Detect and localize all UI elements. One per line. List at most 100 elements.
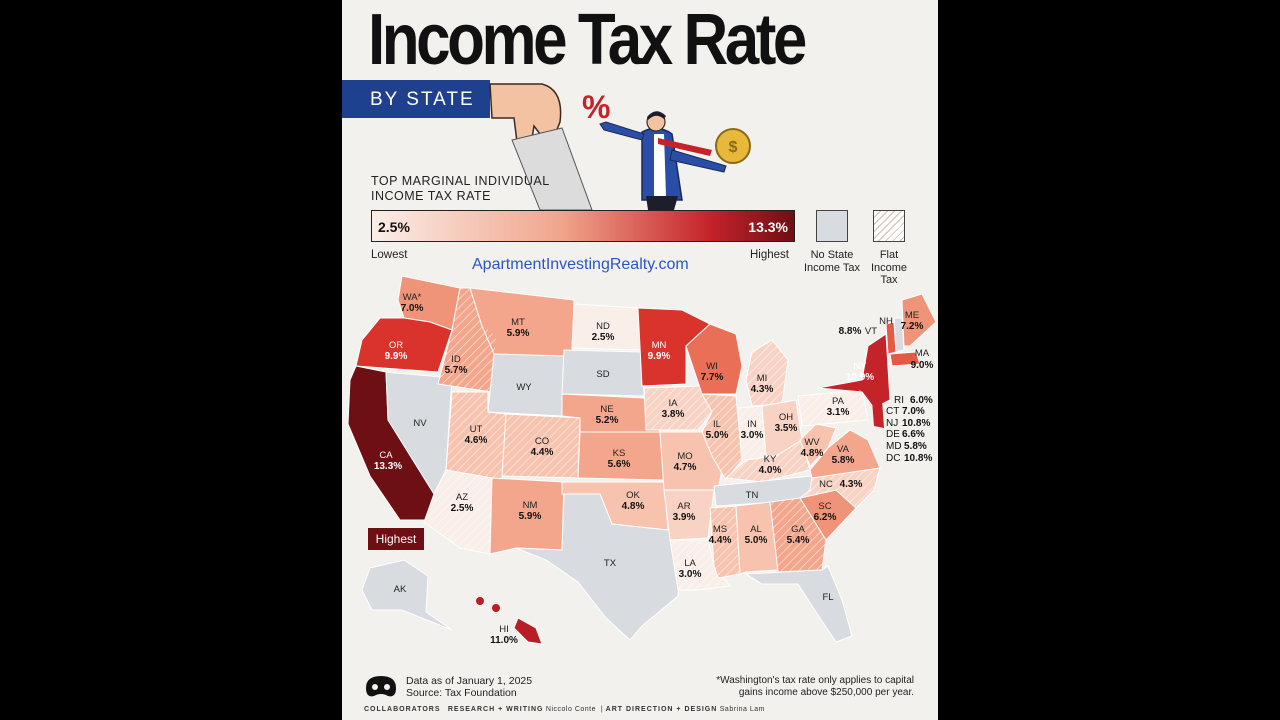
label-oh-rate: 3.5% bbox=[775, 423, 798, 434]
scale-max-label: Highest bbox=[750, 249, 789, 261]
state-fl bbox=[744, 565, 853, 643]
state-tx bbox=[515, 493, 683, 641]
state-ar bbox=[663, 489, 715, 541]
label-or-abbr: OR bbox=[389, 340, 403, 351]
label-ky-abbr: KY bbox=[764, 454, 777, 465]
infographic-card: Income Tax Rate BY STATE % $ TOP MARGINA… bbox=[342, 0, 938, 720]
label-sd-abbr: SD bbox=[596, 369, 609, 380]
footnote: *Washington's tax rate only applies to c… bbox=[702, 675, 914, 699]
label-nm-abbr: NM bbox=[523, 500, 538, 511]
hatch-la bbox=[670, 540, 730, 590]
footnote-line1: *Washington's tax rate only applies to c… bbox=[716, 675, 914, 686]
label-wi-abbr: WI bbox=[706, 361, 718, 372]
label-ia-abbr: IA bbox=[669, 398, 679, 409]
label-nd-abbr: ND bbox=[596, 321, 610, 332]
label-ca-abbr: CA bbox=[379, 450, 393, 461]
label-al-rate: 5.0% bbox=[745, 535, 768, 546]
us-map: WA* 7.0% OR 9.9% CA 13.3% NV ID 5.7% MT … bbox=[347, 275, 937, 646]
hatch-in bbox=[738, 406, 766, 464]
label-nd-rate: 2.5% bbox=[592, 332, 615, 343]
label-va-abbr: VA bbox=[837, 444, 850, 455]
label-ms-abbr: MS bbox=[713, 524, 727, 535]
label-ok-abbr: OK bbox=[626, 490, 640, 501]
ne-item-rate: 6.6% bbox=[902, 429, 925, 440]
label-ny-abbr: NY bbox=[853, 361, 867, 372]
ne-item-rate: 5.8% bbox=[904, 441, 927, 452]
header-illustration: % $ bbox=[489, 83, 751, 211]
label-ok-rate: 4.8% bbox=[622, 501, 645, 512]
label-mo-rate: 4.7% bbox=[674, 462, 697, 473]
state-me bbox=[901, 293, 937, 347]
hatch-nc bbox=[800, 468, 880, 508]
label-nv-abbr: NV bbox=[413, 418, 427, 429]
hatch-az bbox=[424, 470, 492, 554]
ne-item-abbr: RI bbox=[894, 395, 904, 406]
label-ks-rate: 5.6% bbox=[608, 459, 631, 470]
label-mi-rate: 4.3% bbox=[751, 384, 774, 395]
label-mi-abbr: MI bbox=[757, 373, 768, 384]
label-tx-abbr: TX bbox=[604, 558, 617, 569]
label-ia-rate: 3.8% bbox=[662, 409, 685, 420]
label-ma-rate: 9.0% bbox=[911, 360, 934, 371]
northeast-list: RI 6.0% CT 7.0% NJ 10.8% DE 6.6% MD 5.8%… bbox=[886, 395, 933, 464]
label-in-abbr: IN bbox=[747, 419, 757, 430]
label-ne-rate: 5.2% bbox=[596, 415, 619, 426]
state-ny bbox=[817, 333, 891, 409]
hatch-ms bbox=[710, 506, 740, 578]
coin-icon: $ bbox=[715, 128, 751, 164]
percent-icon: % bbox=[582, 89, 610, 125]
hatch-mi bbox=[746, 340, 788, 406]
credits-line: COLLABORATORS RESEARCH + WRITING Niccolo… bbox=[364, 706, 765, 713]
hatch-ga bbox=[770, 498, 826, 572]
label-sc-rate: 6.2% bbox=[814, 512, 837, 523]
legend-heading: TOP MARGINAL INDIVIDUAL INCOME TAX RATE bbox=[371, 174, 550, 204]
label-az-abbr: AZ bbox=[456, 492, 468, 503]
subtitle: BY STATE bbox=[370, 89, 475, 110]
highest-tag-box bbox=[368, 528, 424, 550]
hatch-id bbox=[438, 288, 496, 392]
label-il-rate: 5.0% bbox=[706, 430, 729, 441]
hatch-ky bbox=[726, 440, 810, 482]
label-ma-abbr: MA bbox=[915, 348, 930, 359]
label-nh-abbr: NH bbox=[879, 316, 893, 327]
label-ut-rate: 4.6% bbox=[465, 435, 488, 446]
label-wv-abbr: WV bbox=[804, 437, 820, 448]
offshore-states bbox=[361, 559, 543, 645]
label-wa-abbr: WA* bbox=[403, 292, 422, 303]
state-mo bbox=[659, 431, 723, 491]
label-ar-abbr: AR bbox=[677, 501, 690, 512]
flat-tax-label-line2: Income bbox=[870, 261, 908, 274]
label-va-rate: 5.8% bbox=[832, 455, 855, 466]
label-ny-rate: 10.9% bbox=[846, 372, 874, 383]
state-hi bbox=[513, 617, 543, 645]
color-scale-bar: 2.5% 13.3% bbox=[371, 210, 795, 242]
label-id-rate: 5.7% bbox=[445, 365, 468, 376]
label-hi-abbr: HI bbox=[499, 624, 509, 635]
label-fl-abbr: FL bbox=[822, 592, 833, 603]
ne-item-abbr: DE bbox=[886, 429, 900, 440]
label-oh-abbr: OH bbox=[779, 412, 793, 423]
research-label: RESEARCH + WRITING bbox=[447, 706, 544, 713]
label-sc-abbr: SC bbox=[818, 501, 831, 512]
label-hi-rate: 11.0% bbox=[490, 635, 518, 646]
label-vt-rate: 8.8% bbox=[839, 326, 862, 337]
state-hi-island bbox=[492, 604, 500, 612]
flat-tax-label: Flat Income Tax bbox=[864, 249, 914, 287]
label-ky-rate: 4.0% bbox=[759, 465, 782, 476]
data-date: Data as of January 1, 2025 bbox=[406, 675, 533, 687]
label-vt-abbr: VT bbox=[865, 326, 877, 337]
label-wi-rate: 7.7% bbox=[701, 372, 724, 383]
flat-tax-hatching bbox=[424, 288, 880, 590]
state-ma bbox=[889, 351, 921, 367]
ne-item-abbr: NJ bbox=[886, 418, 898, 429]
no-tax-label: No State Income Tax bbox=[797, 249, 867, 274]
label-pa-rate: 3.1% bbox=[827, 407, 850, 418]
page-title: Income Tax Rate bbox=[368, 0, 807, 80]
label-mt-abbr: MT bbox=[511, 317, 525, 328]
hatch-il bbox=[702, 394, 742, 480]
hatch-ut bbox=[446, 392, 506, 480]
flat-tax-swatch bbox=[873, 210, 905, 242]
state-nj bbox=[872, 400, 884, 428]
label-az-rate: 2.5% bbox=[451, 503, 474, 514]
ne-item-abbr: DC bbox=[886, 453, 900, 464]
